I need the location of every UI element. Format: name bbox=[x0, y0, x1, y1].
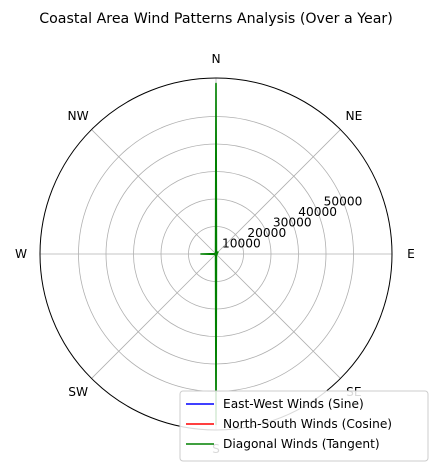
legend: East-West Winds (Sine) North-South Winds … bbox=[179, 390, 429, 462]
angular-gridline bbox=[215, 129, 341, 255]
chart-title: Coastal Area Wind Patterns Analysis (Ove… bbox=[39, 11, 393, 27]
radial-tick-label: 10000 bbox=[222, 236, 261, 250]
legend-label: East-West Winds (Sine) bbox=[223, 397, 364, 411]
radial-tick-label: 50000 bbox=[324, 194, 363, 208]
direction-label: E bbox=[407, 247, 415, 261]
legend-label: Diagonal Winds (Tangent) bbox=[223, 437, 380, 451]
axis-labels: ENENNWWSWSSE1000020000300004000050000 bbox=[15, 52, 415, 456]
angular-gridline bbox=[91, 253, 217, 379]
legend-box bbox=[179, 390, 429, 462]
direction-label: SW bbox=[68, 385, 88, 399]
direction-label: NE bbox=[345, 109, 362, 123]
radial-tick-label: 30000 bbox=[273, 215, 312, 229]
direction-label: N bbox=[211, 52, 220, 66]
angular-gridline bbox=[91, 129, 217, 255]
direction-label: W bbox=[15, 247, 27, 261]
direction-label: NW bbox=[68, 109, 89, 123]
data-series bbox=[200, 82, 219, 426]
radial-tick-label: 20000 bbox=[247, 226, 286, 240]
series-line bbox=[200, 82, 219, 426]
angular-gridline bbox=[215, 253, 341, 379]
radial-tick-label: 40000 bbox=[298, 205, 337, 219]
legend-label: North-South Winds (Cosine) bbox=[223, 417, 392, 431]
